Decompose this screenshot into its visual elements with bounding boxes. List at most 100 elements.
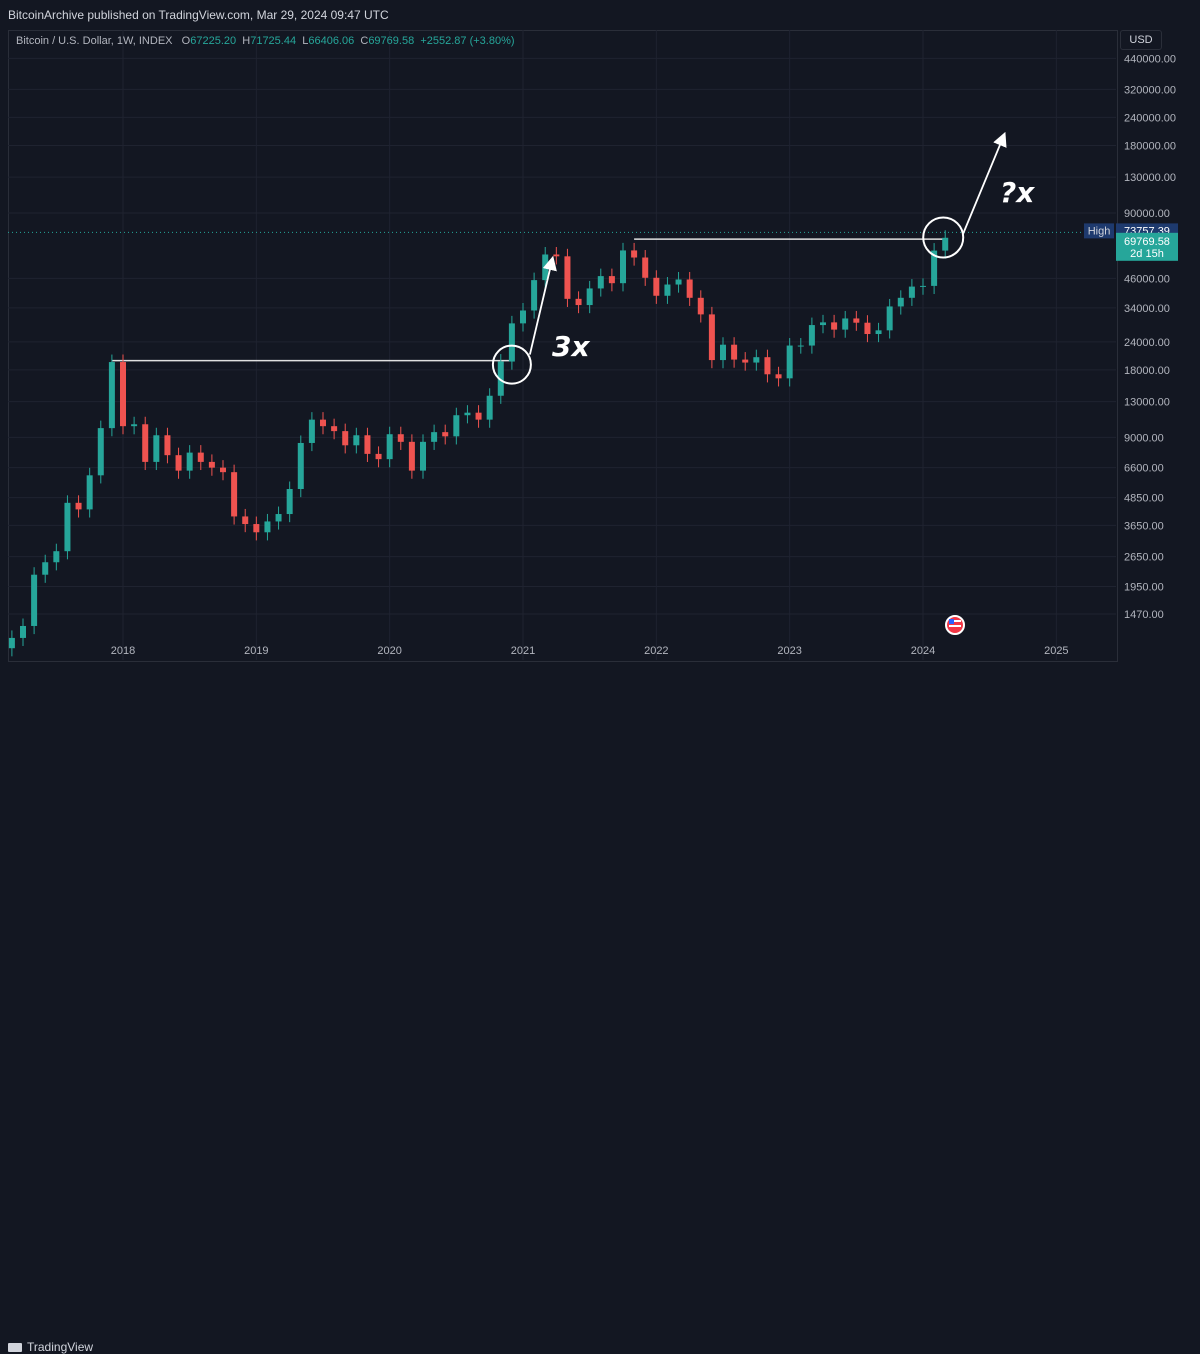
candle-body	[897, 297, 904, 307]
symbol-name: Bitcoin / U.S. Dollar, 1W, INDEX	[16, 35, 173, 47]
candle-body	[86, 475, 93, 510]
candle-body	[64, 502, 71, 552]
candle-body	[197, 452, 204, 462]
candle-body	[475, 412, 482, 420]
y-tick-label: 240000.00	[1124, 112, 1176, 124]
candle-body	[675, 279, 682, 285]
candle-body	[420, 441, 426, 471]
candle-body	[731, 344, 738, 360]
y-tick-label: 24000.00	[1124, 337, 1170, 349]
candle-body	[464, 412, 471, 416]
candle-body	[364, 435, 371, 454]
high-value: 71725.44	[250, 35, 297, 47]
price-axis: 440000.00 320000.00 240000.00 180000.00 1300…	[1124, 53, 1176, 621]
candle-body	[697, 297, 704, 315]
high-tag-label: High	[1088, 225, 1111, 237]
candle-body	[920, 285, 926, 287]
breakout-circle-2024	[922, 216, 965, 259]
arrow-3x	[529, 255, 557, 355]
candle-body	[820, 322, 826, 326]
x-tick-label: 2022	[644, 645, 668, 657]
candle-body	[508, 323, 515, 362]
candle-body	[831, 322, 838, 330]
breakout-circle-2020	[491, 344, 532, 385]
open-value: 67225.20	[190, 35, 237, 47]
y-tick-label: 2650.00	[1124, 552, 1164, 564]
candle-body	[353, 435, 360, 446]
candle-body	[586, 288, 593, 306]
arrow-qx	[962, 131, 1007, 234]
candle-body	[931, 250, 938, 286]
y-tick-label: 1470.00	[1124, 609, 1164, 621]
candle-body	[164, 435, 171, 456]
high-label: H	[242, 35, 251, 47]
x-tick-label: 2019	[244, 645, 268, 657]
x-tick-label: 2025	[1044, 645, 1068, 657]
candle-body	[553, 254, 560, 257]
x-tick-label: 2021	[511, 645, 535, 657]
candle-body	[753, 357, 760, 363]
candle-body	[886, 306, 893, 331]
candle-body	[442, 432, 449, 437]
candle-body	[320, 419, 326, 427]
candle-body	[908, 286, 915, 298]
y-tick-label: 180000.00	[1124, 140, 1176, 152]
candle-body	[175, 455, 182, 471]
tradingview-logo-icon	[8, 1343, 22, 1353]
y-tick-label: 13000.00	[1124, 397, 1170, 409]
currency-selector[interactable]: USD	[1120, 30, 1162, 50]
candle-body	[253, 524, 260, 533]
chart-grid	[8, 30, 1116, 660]
candle-body	[808, 325, 815, 346]
candle-body	[797, 345, 804, 347]
candle-body	[53, 551, 60, 563]
x-tick-label: 2020	[377, 645, 401, 657]
candle-body	[431, 432, 438, 442]
chart-pane[interactable]	[8, 30, 1118, 662]
candle-body	[275, 514, 282, 522]
candle-body	[642, 257, 649, 278]
candle-body	[664, 284, 671, 296]
candle-body	[520, 310, 526, 324]
low-label: L	[302, 35, 309, 47]
candle-body	[597, 276, 604, 289]
candle-body	[875, 330, 882, 335]
candle-body	[397, 434, 404, 442]
x-tick-label: 2018	[111, 645, 135, 657]
candle-body	[786, 345, 793, 379]
us-flag-icon[interactable]	[945, 615, 965, 635]
candle-body	[386, 434, 393, 460]
candle-body	[742, 359, 749, 363]
candles	[8, 230, 949, 657]
candle-body	[131, 424, 138, 427]
footer-bar: TradingView	[0, 668, 1200, 1354]
candle-body	[842, 318, 849, 330]
candle-body	[142, 424, 149, 462]
open-label: O	[181, 35, 191, 47]
candle-body	[764, 357, 771, 375]
y-tick-label: 440000.00	[1124, 53, 1176, 65]
candle-body	[408, 441, 415, 471]
candle-body	[575, 298, 582, 306]
candle-body	[153, 435, 160, 462]
candle-body	[620, 250, 626, 284]
y-tick-label: 6600.00	[1124, 463, 1164, 475]
candle-body	[108, 362, 115, 429]
price-chart[interactable]: 440000.00 320000.00 240000.00 180000.00 1300…	[0, 0, 1200, 694]
candle-body	[775, 374, 782, 379]
publish-info: BitcoinArchive published on TradingView.…	[8, 8, 389, 22]
candle-body	[342, 431, 349, 446]
candle-body	[331, 426, 338, 432]
y-tick-label: 46000.00	[1124, 273, 1170, 285]
candle-body	[720, 344, 726, 361]
y-tick-label: 130000.00	[1124, 172, 1176, 184]
candle-body	[186, 452, 193, 471]
candle-body	[497, 361, 504, 396]
candle-body	[653, 277, 660, 296]
candle-body	[97, 428, 104, 476]
tradingview-logo[interactable]: TradingView	[8, 1340, 93, 1354]
candle-body	[220, 467, 226, 473]
y-tick-label: 18000.00	[1124, 365, 1170, 377]
label-qx: ?x	[1000, 176, 1035, 209]
